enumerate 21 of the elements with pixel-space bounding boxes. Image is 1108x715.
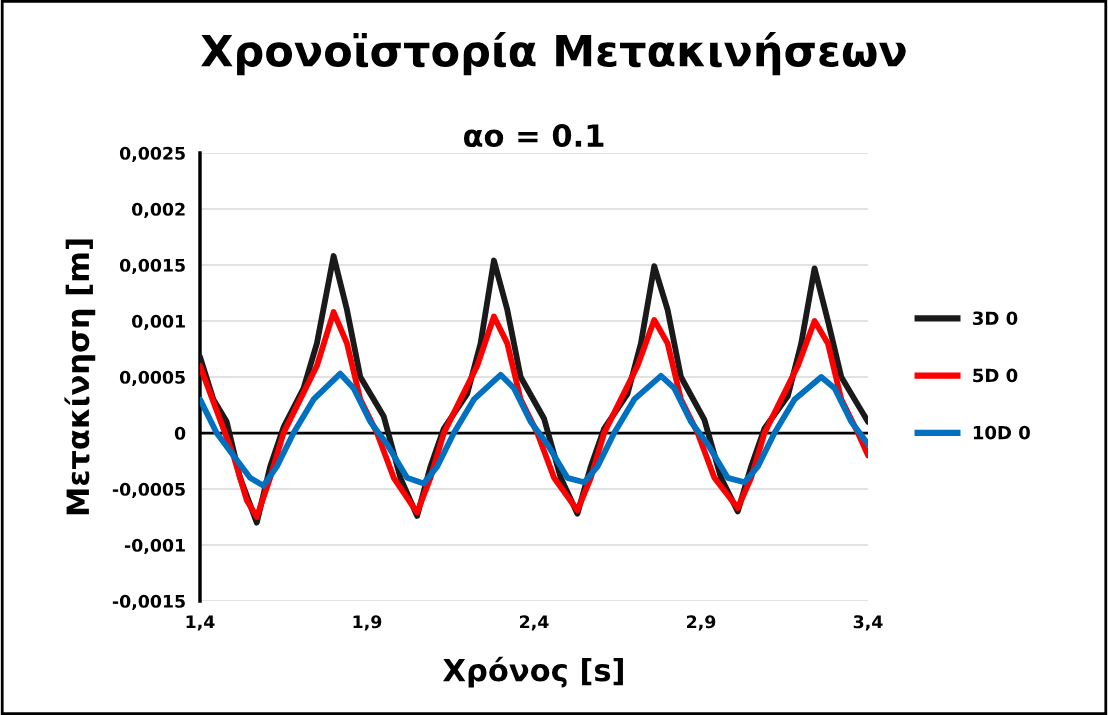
y-tick-label: -0,001: [124, 538, 185, 555]
y-tick-label: 0,0025: [119, 146, 185, 163]
y-tick-label: 0,0005: [119, 370, 185, 387]
x-tick-label: 2,4: [520, 615, 549, 631]
y-tick-label: 0: [174, 426, 186, 440]
chart-title: Χρονοϊστορία Μετακινήσεων: [201, 31, 906, 76]
y-tick-label: 0,001: [132, 314, 185, 331]
chart-subtitle: αo = 0.1: [463, 123, 604, 148]
x-tick-label: 1,9: [353, 615, 382, 631]
x-tick-label: 3,4: [853, 615, 883, 631]
legend-label: 5D 0: [973, 368, 1018, 383]
y-tick-label: -0,0005: [112, 482, 185, 499]
y-tick-label: 0,0015: [119, 258, 185, 275]
x-axis-title: Χρόνος [s]: [443, 656, 623, 688]
y-tick-label: -0,0015: [112, 594, 185, 611]
y-tick-label: 0,002: [132, 202, 185, 219]
y-axis-title: Μετακίνηση [m]: [64, 239, 96, 515]
x-tick-label: 2,9: [687, 615, 716, 631]
legend-label: 10D 0: [973, 425, 1030, 440]
x-tick-label: 1,4: [186, 615, 215, 631]
legend-label: 3D 0: [973, 311, 1018, 326]
